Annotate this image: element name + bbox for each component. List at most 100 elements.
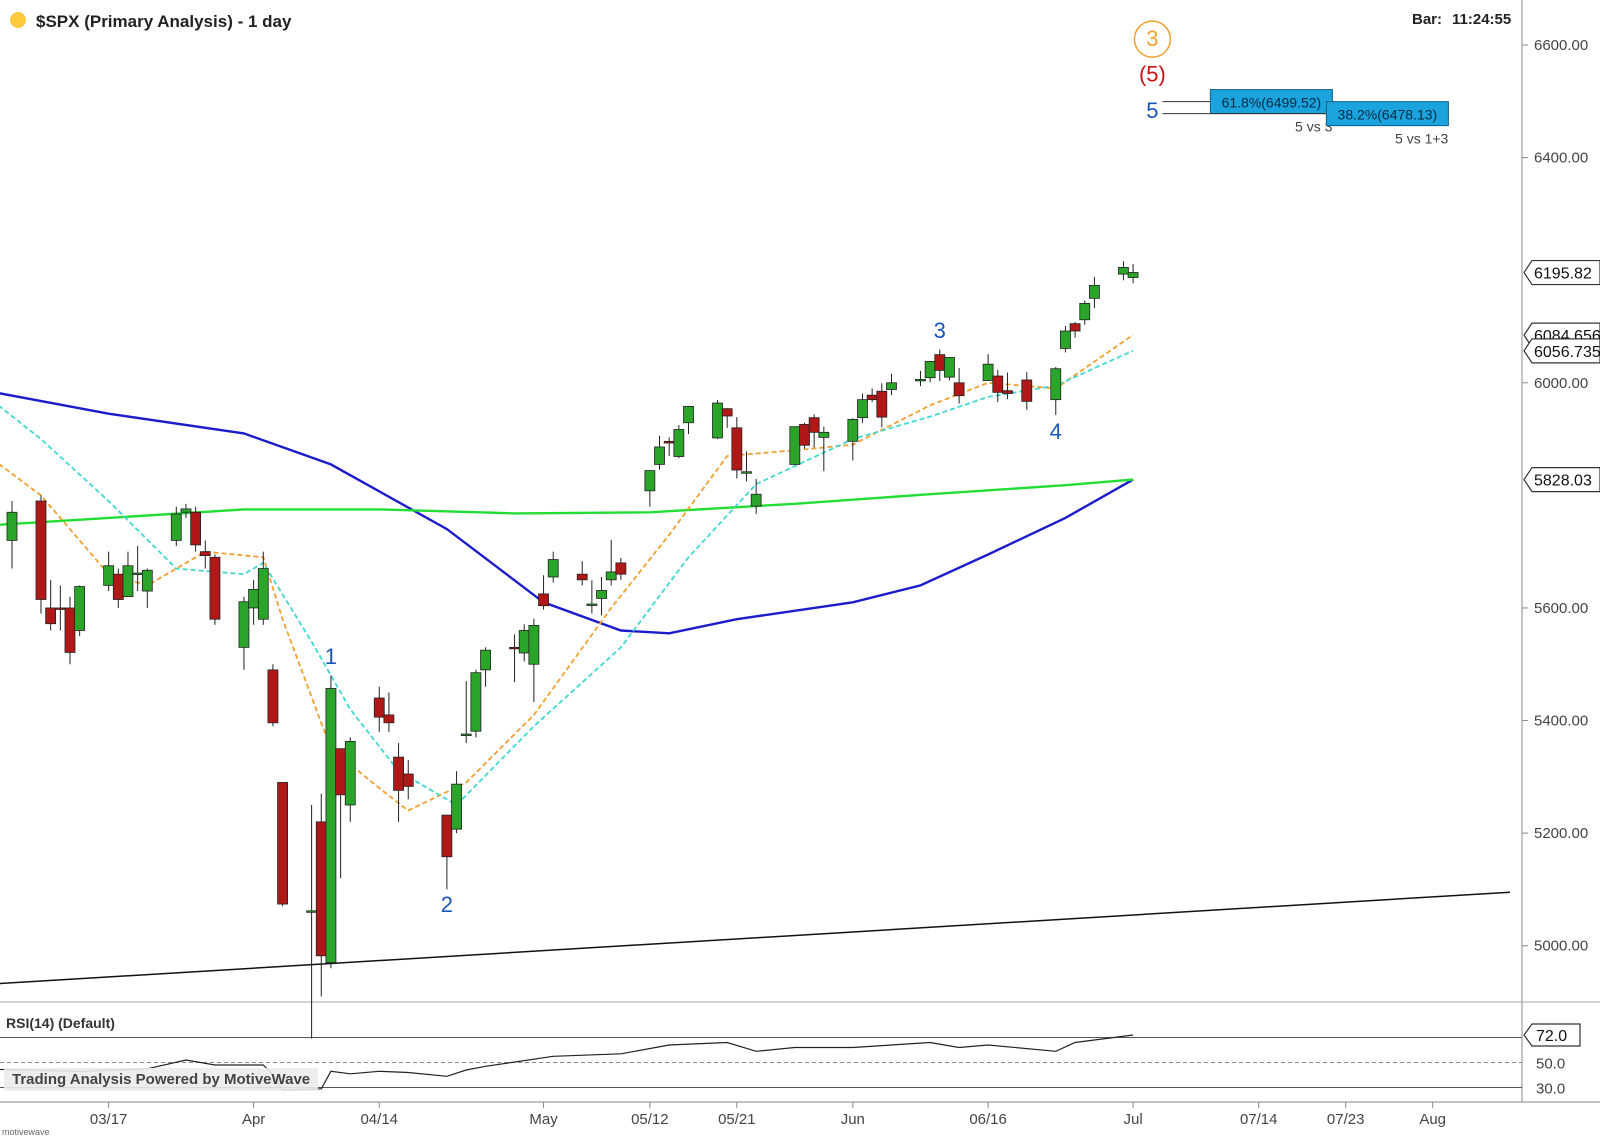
candle-body	[886, 382, 897, 390]
candle-body	[934, 354, 946, 371]
candle-body	[721, 408, 733, 417]
candle-up	[750, 479, 762, 514]
wave-label: (5)	[1139, 62, 1166, 87]
candle-up	[460, 681, 472, 744]
candle-body	[1021, 379, 1033, 402]
candle-up	[741, 451, 752, 482]
candle-down	[663, 437, 675, 456]
candle-body	[1127, 272, 1139, 278]
candle-down	[209, 554, 221, 625]
candle-up	[238, 596, 250, 670]
candle-body	[306, 910, 318, 913]
wave-label: 1	[325, 644, 337, 669]
candle-body	[199, 551, 211, 557]
candle-body	[1079, 303, 1091, 321]
candle-up	[170, 506, 182, 547]
candle-body	[35, 500, 47, 600]
fib-note: 5 vs 1+3	[1395, 131, 1449, 147]
status-dot	[10, 12, 26, 28]
x-tick-label: 05/21	[718, 1111, 756, 1128]
candle-up	[944, 357, 955, 381]
y-tick-label: 5600.00	[1534, 600, 1588, 617]
x-tick-label: 03/17	[90, 1111, 128, 1128]
rsi-line	[0, 1034, 1134, 1091]
candle-down	[54, 585, 66, 631]
candle-body	[712, 402, 723, 439]
candle-down	[992, 369, 1004, 402]
candle-up	[924, 360, 936, 383]
rsi-tag-label: 72.0	[1536, 1028, 1567, 1045]
ma-green-line	[0, 478, 1134, 526]
x-tick-label: 07/14	[1240, 1111, 1278, 1128]
candle-down	[934, 349, 946, 382]
candle-down	[315, 793, 327, 997]
candle-body	[518, 630, 530, 654]
candle-down	[112, 568, 124, 608]
rsi-title: RSI(14) (Default)	[6, 1015, 115, 1031]
candle-body	[180, 508, 192, 513]
candle-up	[141, 568, 153, 608]
candle-down	[383, 692, 395, 732]
candle-down	[190, 506, 202, 552]
price-tag-label: 5828.03	[1534, 473, 1592, 490]
price-tag: 6056.735	[1523, 338, 1600, 364]
x-tick-label: 04/14	[360, 1111, 398, 1128]
candle-body	[866, 394, 878, 401]
y-tick-label: 5400.00	[1534, 713, 1588, 730]
candle-body	[992, 375, 1004, 393]
candle-down	[866, 388, 878, 402]
candle-down	[267, 664, 279, 727]
candle-down	[1002, 372, 1013, 400]
y-tick-label: 6600.00	[1534, 37, 1588, 54]
candle-body	[808, 417, 820, 433]
wave-label: 3	[1146, 26, 1158, 51]
candle-down	[538, 575, 549, 610]
candle-down	[1021, 372, 1033, 410]
candle-down	[799, 422, 810, 449]
price-tag-label: 6195.82	[1534, 266, 1592, 283]
candle-body	[480, 649, 491, 671]
candle-up	[103, 551, 115, 592]
y-tick-label: 6400.00	[1534, 150, 1588, 167]
rsi-current-tag: 72.0	[1523, 1023, 1581, 1047]
candle-up	[306, 804, 318, 1039]
candle-up	[596, 576, 607, 616]
candle-body	[238, 601, 250, 648]
price-tag: 6195.82	[1523, 259, 1600, 286]
candle-up	[1118, 261, 1129, 281]
candle-up	[586, 580, 598, 614]
fib-box-bg	[1325, 101, 1449, 127]
candle-body	[103, 565, 115, 586]
fib-note: 5 vs 3	[1295, 119, 1333, 135]
candle-up	[847, 418, 859, 461]
candle-down	[576, 561, 588, 586]
candle-body	[1002, 390, 1013, 394]
candle-body	[750, 493, 762, 507]
candle-body	[6, 511, 18, 541]
candle-body	[924, 360, 936, 379]
x-tick-label: Aug	[1419, 1111, 1446, 1128]
fib-box-bg	[1209, 89, 1333, 115]
candle-up	[915, 370, 926, 387]
candle-up	[1079, 300, 1091, 325]
ma-teal-line	[0, 349, 1134, 807]
trendline	[0, 891, 1511, 985]
candle-up	[1050, 367, 1062, 415]
candle-up	[325, 675, 337, 969]
fib-label: 38.2%(6478.13)	[1338, 107, 1438, 123]
bar-time: 11:24:55	[1452, 11, 1512, 28]
candle-body	[683, 406, 694, 424]
rsi-tick-label: 50.0	[1536, 1056, 1565, 1073]
candle-body	[915, 379, 926, 382]
candle-down	[953, 368, 965, 404]
rsi-tag-bg	[1523, 1023, 1581, 1047]
x-tick-label: Jul	[1123, 1111, 1142, 1128]
candle-body	[64, 607, 76, 653]
price-tag-bg	[1523, 259, 1600, 286]
fib-target-box: 38.2%(6478.13) 5 vs 1+3	[1325, 101, 1449, 147]
candle-body	[847, 418, 859, 442]
candle-up	[470, 669, 482, 738]
candle-up	[1127, 264, 1139, 284]
candle-down	[808, 414, 820, 448]
